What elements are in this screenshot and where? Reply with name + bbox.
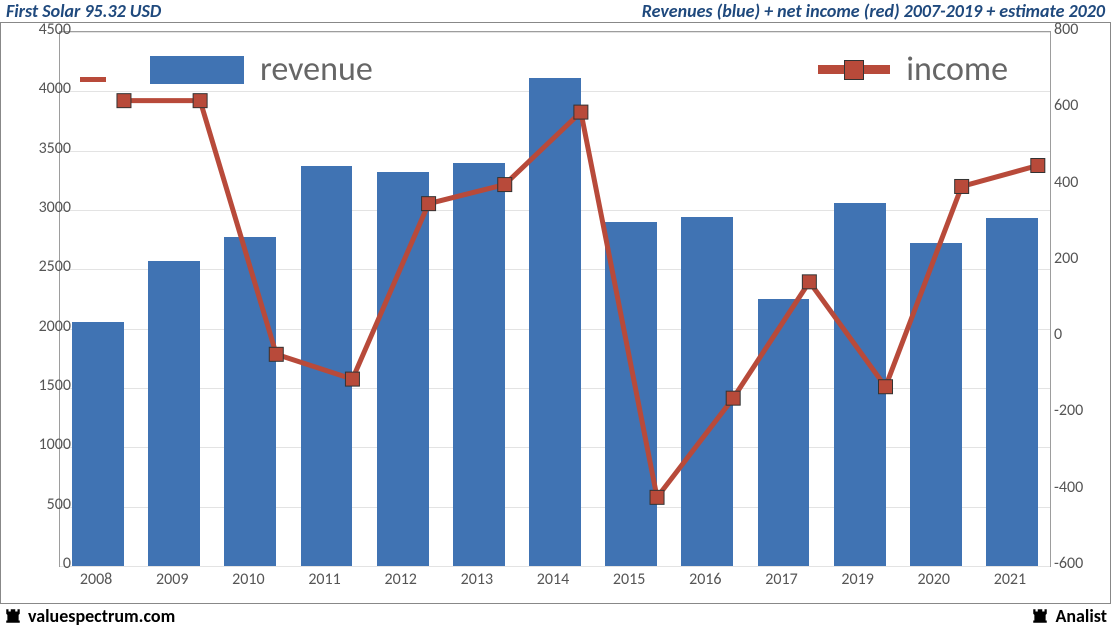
y-left-tick: 1000	[11, 435, 71, 454]
income-marker	[955, 179, 969, 193]
y-left-tick: 1500	[11, 376, 71, 395]
y-right-tick: 600	[1054, 96, 1104, 115]
x-tick: 2011	[287, 570, 363, 589]
footer-right-text: Analist	[1055, 605, 1107, 627]
revenue-bar	[910, 243, 962, 566]
revenue-bar	[453, 163, 505, 566]
x-tick: 2008	[58, 570, 134, 589]
y-right-tick: 400	[1054, 173, 1104, 192]
gridline	[60, 32, 1050, 33]
y-left-tick: 2500	[11, 257, 71, 276]
x-tick: 2015	[591, 570, 667, 589]
income-marker	[802, 275, 816, 289]
revenue-bar	[72, 322, 124, 566]
x-tick: 2009	[134, 570, 210, 589]
y-right-tick: 0	[1054, 325, 1104, 344]
header-bar: First Solar 95.32 USD Revenues (blue) + …	[0, 0, 1111, 22]
legend-income: income	[818, 49, 1008, 90]
income-marker	[117, 94, 131, 108]
revenue-bar	[224, 237, 276, 566]
y-left-tick: 4000	[11, 79, 71, 98]
income-marker	[193, 94, 207, 108]
revenue-bar	[301, 166, 353, 566]
y-right-tick: 800	[1054, 20, 1104, 39]
x-tick: 2020	[896, 570, 972, 589]
footer-left-text: valuespectrum.com	[28, 605, 175, 627]
revenue-bar	[377, 172, 429, 566]
footer-left: valuespectrum.com	[4, 605, 175, 627]
revenue-bar	[529, 78, 581, 566]
y-left-tick: 4500	[11, 20, 71, 39]
income-line-entry-stub	[80, 77, 106, 82]
plot-area: revenue income	[59, 31, 1051, 567]
legend-income-swatch	[818, 65, 890, 74]
chart-title-right: Revenues (blue) + net income (red) 2007-…	[642, 0, 1105, 22]
revenue-bar	[148, 261, 200, 566]
legend-income-label: income	[906, 49, 1008, 90]
gridline	[60, 566, 1050, 567]
footer-right: Analist	[1031, 605, 1107, 627]
income-marker	[1031, 159, 1045, 173]
x-tick: 2016	[667, 570, 743, 589]
x-tick: 2013	[439, 570, 515, 589]
legend-revenue: revenue	[150, 49, 373, 90]
x-tick: 2014	[515, 570, 591, 589]
y-left-tick: 3500	[11, 139, 71, 158]
y-right-tick: -600	[1054, 554, 1104, 573]
revenue-bar	[834, 203, 886, 566]
chart-title-left: First Solar 95.32 USD	[6, 0, 161, 22]
legend-revenue-swatch	[150, 56, 244, 84]
y-right-tick: 200	[1054, 249, 1104, 268]
revenue-bar	[681, 217, 733, 566]
rook-icon	[4, 607, 22, 625]
x-tick: 2019	[820, 570, 896, 589]
footer-bar: valuespectrum.com Analist	[0, 604, 1111, 627]
revenue-bar	[605, 222, 657, 566]
x-tick: 2010	[210, 570, 286, 589]
plot-frame: revenue income	[0, 22, 1111, 604]
y-left-tick: 2000	[11, 317, 71, 336]
x-tick: 2021	[972, 570, 1048, 589]
rook-icon	[1031, 607, 1049, 625]
revenue-bar	[758, 299, 810, 566]
y-left-tick: 3000	[11, 198, 71, 217]
x-tick: 2012	[363, 570, 439, 589]
y-right-tick: -200	[1054, 401, 1104, 420]
legend-revenue-label: revenue	[260, 49, 373, 90]
y-right-tick: -400	[1054, 478, 1104, 497]
revenue-bar	[986, 218, 1038, 566]
y-left-tick: 500	[11, 495, 71, 514]
x-tick: 2017	[743, 570, 819, 589]
